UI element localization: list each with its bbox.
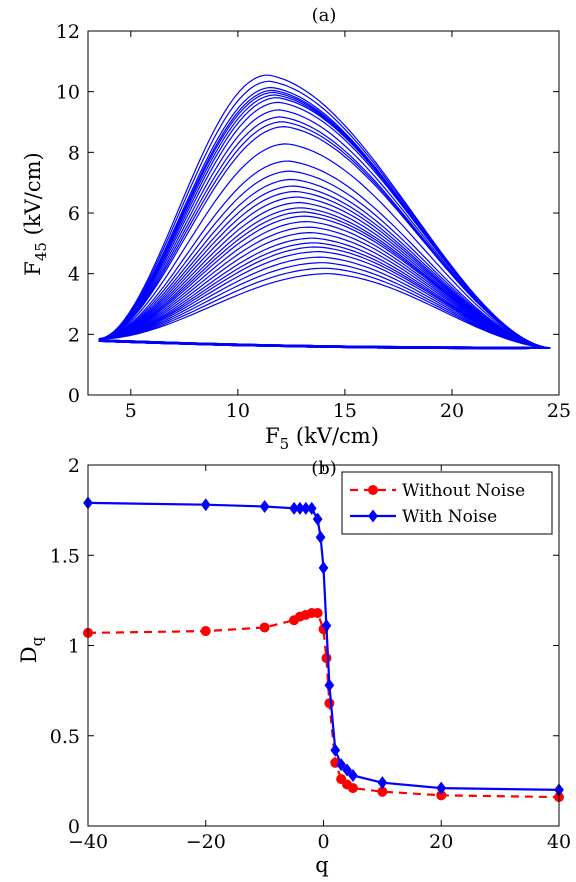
panel-b-xtick-label: 0 bbox=[317, 831, 329, 853]
panel-b-xtick-label: −20 bbox=[186, 831, 226, 853]
panel-a: (a) 5 10 15 20 25 0 2 4 6 8 10 12 F5 (kV/cm) F45 (k… bbox=[21, 5, 571, 453]
panel-a-title: (a) bbox=[312, 5, 337, 26]
panel-b-ticks: −40 −20 0 20 40 0 0.5 1 1.5 2 bbox=[50, 455, 571, 853]
without-noise-point bbox=[321, 653, 332, 664]
panel-a-ytick-label: 10 bbox=[56, 82, 80, 104]
with-noise-point bbox=[324, 678, 335, 692]
with-noise-point bbox=[348, 768, 358, 782]
without-noise-point bbox=[259, 622, 270, 633]
panel-a-xtick-label: 25 bbox=[547, 400, 571, 422]
panel-a-xtick-label: 20 bbox=[440, 400, 464, 422]
without-noise-point bbox=[200, 626, 211, 637]
legend: Without Noise With Noise bbox=[341, 471, 553, 535]
legend-label: With Noise bbox=[402, 507, 497, 527]
with-noise-point bbox=[377, 776, 388, 790]
series-with-noise bbox=[83, 496, 564, 797]
panel-a-ytick-label: 0 bbox=[68, 385, 80, 407]
without-noise-point bbox=[436, 790, 447, 801]
without-noise-point bbox=[368, 485, 378, 495]
with-noise-point bbox=[315, 530, 326, 544]
with-noise-point bbox=[289, 501, 299, 515]
with-noise-point bbox=[330, 743, 341, 757]
with-noise-point bbox=[200, 498, 211, 512]
without-noise-point bbox=[324, 698, 335, 709]
with-noise-point bbox=[342, 763, 352, 777]
panel-a-curves bbox=[98, 74, 551, 350]
legend-label: Without Noise bbox=[402, 481, 525, 501]
with-noise-point bbox=[368, 509, 378, 523]
panel-a-axes-box bbox=[87, 30, 560, 396]
panel-b-axes-box bbox=[87, 464, 560, 827]
with-noise-point bbox=[336, 758, 347, 772]
panel-a-ylabel: F45 (kV/cm) bbox=[21, 152, 50, 275]
with-noise-point bbox=[300, 501, 311, 515]
legend-box bbox=[341, 471, 553, 535]
panel-b-ytick-label: 0 bbox=[68, 816, 80, 838]
panel-b-xtick-label: 20 bbox=[429, 831, 453, 853]
panel-a-ytick-label: 8 bbox=[68, 142, 80, 164]
with-noise-point bbox=[318, 561, 329, 575]
panel-a-xtick-label: 15 bbox=[333, 400, 357, 422]
series-without-noise bbox=[83, 608, 564, 803]
panel-a-ticks: 5 10 15 20 25 0 2 4 6 8 10 12 bbox=[56, 21, 571, 422]
panel-a-ytick-label: 2 bbox=[68, 324, 80, 346]
panel-b-ytick-label: 2 bbox=[68, 455, 80, 477]
with-noise-line bbox=[87, 501, 560, 791]
panel-a-ytick-label: 4 bbox=[68, 264, 80, 286]
with-noise-point bbox=[312, 512, 323, 526]
panel-a-loop bbox=[98, 86, 551, 349]
panel-a-ytick-label: 12 bbox=[56, 21, 80, 43]
panel-a-loop bbox=[98, 273, 551, 349]
panel-b-ytick-label: 0.5 bbox=[50, 726, 80, 748]
panel-a-xtick-label: 5 bbox=[125, 400, 137, 422]
panel-b-ytick-label: 1 bbox=[68, 636, 80, 658]
without-noise-point bbox=[377, 786, 388, 797]
with-noise-point bbox=[321, 619, 332, 633]
panel-b-xtick-label: −40 bbox=[68, 831, 108, 853]
panel-a-xtick-label: 10 bbox=[226, 400, 250, 422]
panel-b-series bbox=[83, 496, 564, 803]
panel-a-xlabel: F5 (kV/cm) bbox=[265, 424, 379, 453]
panel-b-ytick-label: 1.5 bbox=[50, 545, 80, 567]
panel-b-xlabel: q bbox=[315, 853, 328, 877]
without-noise-line bbox=[87, 611, 560, 799]
panel-b-xtick-label: 40 bbox=[547, 831, 571, 853]
with-noise-point bbox=[259, 500, 270, 514]
without-noise-point bbox=[347, 783, 358, 794]
with-noise-point bbox=[295, 501, 305, 515]
without-noise-point bbox=[312, 608, 323, 619]
with-noise-point bbox=[436, 781, 447, 795]
panel-b-ylabel: Dq bbox=[17, 636, 46, 663]
panel-a-ytick-label: 6 bbox=[68, 203, 80, 225]
with-noise-point bbox=[306, 501, 317, 515]
